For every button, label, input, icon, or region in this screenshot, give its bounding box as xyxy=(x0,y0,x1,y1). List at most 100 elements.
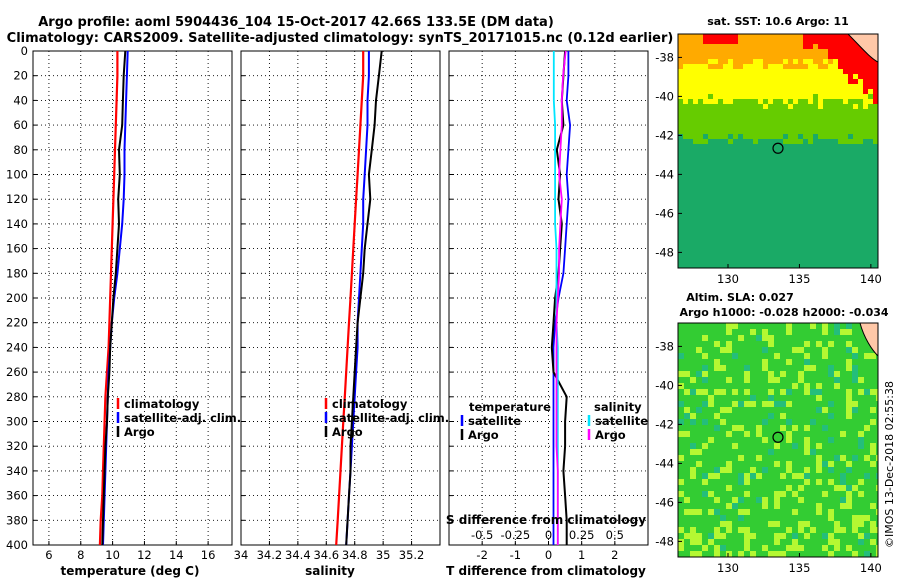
sla-cell xyxy=(852,347,858,353)
sst-cell xyxy=(743,239,748,244)
sst-cell xyxy=(728,239,733,244)
sst-cell xyxy=(778,134,783,139)
map-y-tick-label: -44 xyxy=(655,167,674,181)
sst-cell xyxy=(818,144,823,149)
sst-cell xyxy=(698,139,703,144)
sst-cell xyxy=(763,109,768,114)
sst-cell xyxy=(788,64,793,69)
sst-cell xyxy=(803,74,808,79)
sla-cell xyxy=(834,455,840,461)
sst-cell xyxy=(868,124,873,129)
sst-cell xyxy=(823,184,828,189)
sst-cell xyxy=(743,249,748,254)
sst-cell xyxy=(863,204,868,209)
sst-cell xyxy=(738,174,743,179)
sst-cell xyxy=(678,74,683,79)
sst-cell xyxy=(698,89,703,94)
sst-cell xyxy=(818,59,823,64)
sla-cell xyxy=(714,425,720,431)
sst-cell xyxy=(758,174,763,179)
sst-cell xyxy=(723,259,728,264)
sst-cell xyxy=(763,129,768,134)
sla-cell xyxy=(702,491,708,497)
sst-cell xyxy=(828,224,833,229)
sst-cell xyxy=(708,149,713,154)
sst-cell xyxy=(713,149,718,154)
sst-cell xyxy=(818,219,823,224)
sst-cell xyxy=(788,229,793,234)
sst-cell xyxy=(733,39,738,44)
sst-cell xyxy=(703,54,708,59)
sla-cell xyxy=(762,347,768,353)
sst-cell xyxy=(723,124,728,129)
map-x-tick-label: 130 xyxy=(717,272,739,286)
sst-cell xyxy=(758,204,763,209)
sst-cell xyxy=(743,79,748,84)
sst-cell xyxy=(733,79,738,84)
sst-cell xyxy=(763,134,768,139)
sst-cell xyxy=(788,84,793,89)
sla-cell xyxy=(684,497,690,503)
sla-cell xyxy=(726,377,732,383)
sst-cell xyxy=(743,109,748,114)
sst-cell xyxy=(763,239,768,244)
depth-tick-label: 320 xyxy=(6,439,28,453)
difference-axes-frame xyxy=(448,50,649,546)
sst-cell xyxy=(733,154,738,159)
sst-cell xyxy=(728,99,733,104)
sst-cell xyxy=(718,179,723,184)
sst-cell xyxy=(858,159,863,164)
sst-cell xyxy=(803,69,808,74)
sst-cell xyxy=(713,204,718,209)
sst-cell xyxy=(753,164,758,169)
sla-cell xyxy=(714,473,720,479)
sla-cell xyxy=(726,527,732,533)
sst-cell xyxy=(778,159,783,164)
sla-cell xyxy=(792,545,798,551)
sst-cell xyxy=(748,119,753,124)
sla-cell xyxy=(798,527,804,533)
sla-map-panel: Altim. SLA: 0.027 Argo h1000: -0.028 h20… xyxy=(655,291,889,575)
sst-cell xyxy=(758,59,763,64)
sst-cell xyxy=(708,199,713,204)
sst-cell xyxy=(738,44,743,49)
sst-cell xyxy=(853,114,858,119)
sla-cell xyxy=(690,539,696,545)
sst-cell xyxy=(813,174,818,179)
sst-cell xyxy=(803,259,808,264)
sst-cell xyxy=(763,59,768,64)
sst-cell xyxy=(783,109,788,114)
sst-cell xyxy=(763,249,768,254)
sst-cell xyxy=(723,159,728,164)
sst-cell xyxy=(843,124,848,129)
sst-cell xyxy=(798,184,803,189)
sst-cell xyxy=(753,59,758,64)
sst-cell xyxy=(833,154,838,159)
sst-cell xyxy=(793,209,798,214)
sst-cell xyxy=(823,34,828,39)
sla-cell xyxy=(708,437,714,443)
sst-cell xyxy=(798,169,803,174)
sst-cell xyxy=(743,224,748,229)
sst-cell xyxy=(773,229,778,234)
sst-cell xyxy=(723,169,728,174)
sla-cell xyxy=(714,467,720,473)
sst-cell xyxy=(758,254,763,259)
sst-cell xyxy=(823,59,828,64)
sst-cell xyxy=(838,234,843,239)
sst-map-frame xyxy=(677,33,879,269)
sst-cell xyxy=(773,254,778,259)
sla-cell xyxy=(810,419,816,425)
sst-cell xyxy=(678,219,683,224)
sla-cell xyxy=(870,503,876,509)
sst-cell xyxy=(728,89,733,94)
sst-cell xyxy=(718,214,723,219)
sst-cell xyxy=(778,189,783,194)
sst-cell xyxy=(868,64,873,69)
sla-cell xyxy=(870,449,876,455)
sst-cell xyxy=(853,74,858,79)
sst-cell xyxy=(683,224,688,229)
sst-cell xyxy=(778,164,783,169)
sst-cell xyxy=(818,119,823,124)
sst-cell xyxy=(713,229,718,234)
